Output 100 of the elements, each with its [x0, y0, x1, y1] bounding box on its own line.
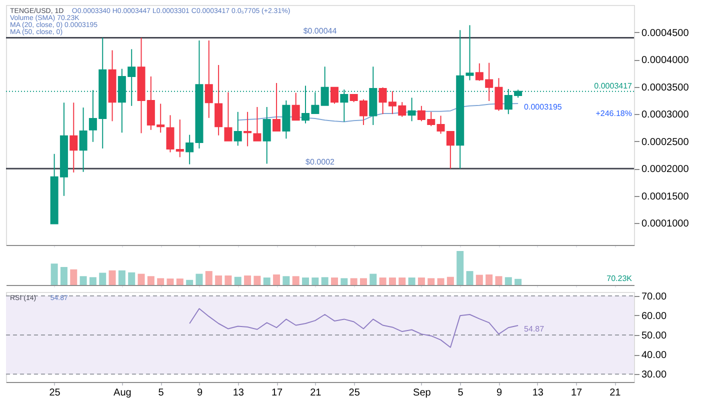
y-tick-label: 70.00: [642, 291, 667, 302]
bar: [292, 276, 300, 285]
ref-line-label: $0.0002: [306, 158, 336, 167]
x-tick-label: 25: [348, 388, 360, 398]
x-tick-label: Aug: [114, 388, 132, 398]
candlestick: [79, 107, 88, 172]
bar: [446, 276, 454, 285]
bar: [80, 276, 87, 285]
candlestick: [224, 92, 232, 142]
x-tick-label: 21: [310, 388, 322, 398]
y-tick-label: 0.0002000: [642, 164, 690, 176]
bar: [70, 269, 78, 285]
bar: [514, 278, 522, 285]
candlestick: [166, 114, 174, 153]
bar: [254, 276, 261, 285]
x-tick-label: 13: [532, 388, 544, 398]
bar: [196, 274, 203, 285]
y-tick-label: 0.0003500: [642, 82, 690, 94]
ref-line-label: 0.0003417: [594, 81, 633, 90]
candlestick: [292, 92, 300, 121]
bar: [99, 272, 106, 285]
y-tick-label: 0.0001000: [642, 218, 690, 230]
bar: [370, 274, 377, 285]
annotation: +246.18%: [596, 109, 632, 118]
bar: [466, 271, 474, 285]
bar: [302, 278, 310, 285]
bar: [234, 276, 242, 285]
candlestick: [70, 102, 78, 173]
bar: [456, 251, 464, 285]
candlestick: [204, 40, 213, 118]
bar: [504, 277, 512, 285]
bar: [476, 274, 483, 285]
bar: [89, 277, 96, 285]
x-tick-label: 17: [570, 388, 583, 398]
bar: [215, 275, 222, 285]
y-tick-label: 30.00: [642, 370, 667, 381]
bar: [263, 278, 270, 285]
bar: [428, 278, 435, 285]
bar: [418, 278, 425, 285]
annotation: 70.23K: [606, 274, 633, 283]
bar: [398, 278, 406, 285]
y-tick-label: 60.00: [642, 310, 667, 322]
bar: [408, 278, 416, 285]
x-tick-label: 9: [496, 388, 502, 398]
bar: [108, 270, 116, 285]
bar: [330, 278, 338, 285]
candlestick: [330, 86, 338, 104]
bar: [205, 271, 212, 285]
data-label: 0.0003195: [524, 102, 562, 112]
candlestick: [214, 64, 223, 136]
y-tick-label: 40.00: [642, 350, 667, 362]
bar: [437, 278, 444, 285]
bar: [128, 272, 136, 285]
bar: [118, 270, 126, 285]
bar: [273, 274, 280, 285]
candlestick: [262, 106, 271, 164]
bar: [224, 275, 232, 285]
bar: [340, 278, 348, 285]
candlestick: [244, 111, 252, 147]
bar: [186, 280, 194, 285]
bar: [282, 276, 290, 285]
bar: [157, 278, 164, 285]
candlestick: [408, 97, 416, 122]
bar: [138, 274, 145, 285]
y-tick-label: 0.0003000: [642, 110, 690, 121]
candlestick: [466, 24, 474, 81]
bar: [147, 276, 154, 285]
y-tick-label: 0.0001500: [642, 191, 690, 202]
candlestick: [176, 119, 184, 158]
x-tick-label: 21: [610, 388, 622, 398]
bar: [360, 278, 367, 285]
ref-line-label: $0.00044: [303, 26, 338, 36]
bar: [350, 278, 358, 285]
candlestick: [234, 111, 242, 146]
data-label: 54.87: [524, 324, 545, 334]
y-tick-label: 50.00: [642, 330, 667, 342]
bar: [321, 277, 328, 285]
x-tick-label: 5: [458, 388, 464, 398]
x-tick-label: 5: [158, 388, 164, 398]
bar: [60, 266, 68, 285]
x-tick-label: 25: [49, 388, 61, 398]
x-tick-label: 9: [196, 388, 203, 398]
y-tick-label: 0.0004000: [642, 55, 690, 66]
bar: [486, 274, 493, 285]
bar: [166, 278, 174, 285]
line-series: [189, 308, 519, 348]
x-tick-label: 13: [232, 388, 244, 398]
bar: [312, 278, 319, 285]
candlestick: [272, 82, 281, 132]
x-tick-label: 17: [271, 388, 284, 398]
y-tick-label: 0.0002500: [642, 136, 690, 148]
bar: [379, 278, 386, 285]
candlestick: [253, 106, 262, 142]
bar: [495, 276, 502, 285]
bar: [50, 264, 58, 285]
bar: [176, 278, 184, 285]
bar: [244, 275, 252, 285]
bar: [388, 278, 396, 285]
y-tick-label: 0.0004500: [642, 28, 690, 39]
x-tick-label: Sep: [413, 388, 432, 398]
